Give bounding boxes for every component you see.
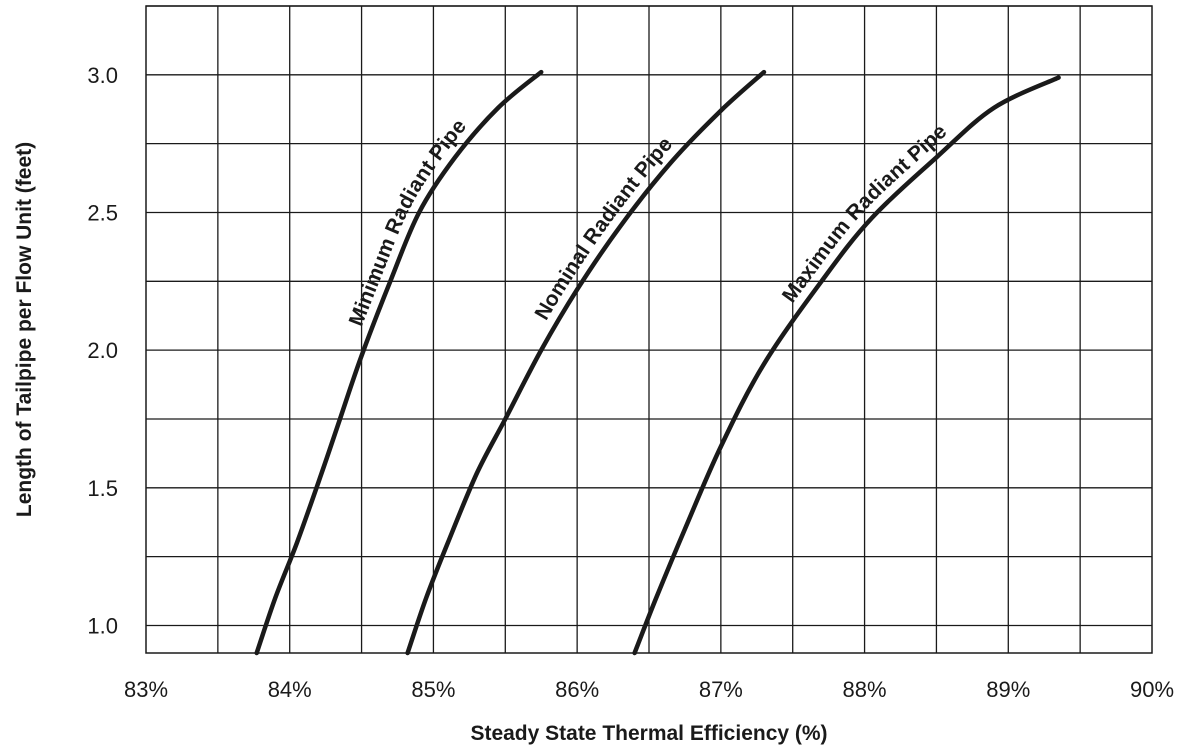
series-line-2 [405,69,767,656]
y-tick-label: 1.0 [87,613,118,638]
x-tick-label: 87% [699,677,743,702]
series-label: Minimum Radiant Pipe [345,115,471,329]
y-tick-labels: 1.0 1.5 2.0 2.5 3.0 [87,63,118,639]
x-tick-label: 83% [124,677,168,702]
x-tick-labels: 83% 84% 85% 86% 87% 88% 89% 90% [124,677,1174,702]
series-lines [254,69,1061,656]
x-tick-label: 88% [843,677,887,702]
x-tick-label: 85% [411,677,455,702]
y-tick-label: 2.5 [87,200,118,225]
x-tick-label: 90% [1130,677,1174,702]
x-tick-label: 84% [268,677,312,702]
plot-frame [145,5,1153,654]
series-line-3 [632,75,1061,656]
y-tick-label: 2.0 [87,338,118,363]
y-tick-label: 3.0 [87,63,118,88]
series-labels: Minimum Radiant Pipe Nominal Radiant Pipe… [345,115,952,329]
y-tick-label: 1.5 [87,476,118,501]
y-axis-title: Length of Tailpipe per Flow Unit (feet) [13,142,36,517]
series-line-1 [254,69,544,656]
x-tick-label: 89% [986,677,1030,702]
x-tick-label: 86% [555,677,599,702]
x-axis-title: Steady State Thermal Efficiency (%) [470,722,827,745]
series-label: Nominal Radiant Pipe [530,133,677,324]
